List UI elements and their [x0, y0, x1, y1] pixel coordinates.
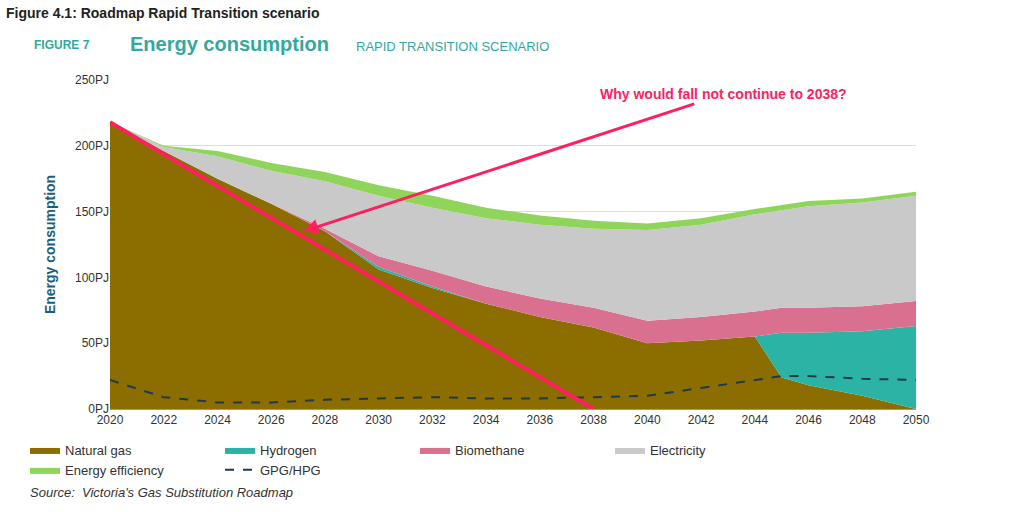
svg-text:Figure 4.1: Roadmap Rapid Tran: Figure 4.1: Roadmap Rapid Transition sce… — [6, 5, 320, 21]
svg-text:200PJ: 200PJ — [75, 139, 109, 153]
svg-text:2024: 2024 — [204, 413, 231, 427]
svg-text:0PJ: 0PJ — [88, 402, 109, 416]
svg-text:2026: 2026 — [258, 413, 285, 427]
svg-text:150PJ: 150PJ — [75, 205, 109, 219]
svg-text:2038: 2038 — [580, 413, 607, 427]
svg-text:250PJ: 250PJ — [75, 73, 109, 87]
svg-text:Biomethane: Biomethane — [455, 443, 524, 458]
svg-text:Source: Victoria's Gas Substi: Source: Victoria's Gas Substitution Road… — [30, 485, 293, 500]
svg-text:50PJ: 50PJ — [82, 336, 109, 350]
svg-text:2040: 2040 — [634, 413, 661, 427]
svg-text:2028: 2028 — [312, 413, 339, 427]
svg-text:2036: 2036 — [527, 413, 554, 427]
svg-text:GPG/HPG: GPG/HPG — [260, 463, 321, 478]
svg-text:2022: 2022 — [150, 413, 177, 427]
svg-text:RAPID TRANSITION SCENARIO: RAPID TRANSITION SCENARIO — [356, 39, 549, 54]
svg-text:2032: 2032 — [419, 413, 446, 427]
svg-text:Hydrogen: Hydrogen — [260, 443, 316, 458]
svg-text:2050: 2050 — [903, 413, 930, 427]
svg-text:Energy consumption: Energy consumption — [130, 33, 329, 55]
svg-text:2034: 2034 — [473, 413, 500, 427]
svg-text:2042: 2042 — [688, 413, 715, 427]
svg-text:Electricity: Electricity — [650, 443, 706, 458]
svg-text:2044: 2044 — [741, 413, 768, 427]
svg-text:2048: 2048 — [849, 413, 876, 427]
svg-text:2046: 2046 — [795, 413, 822, 427]
svg-text:Energy efficiency: Energy efficiency — [65, 463, 164, 478]
svg-text:2020: 2020 — [97, 413, 124, 427]
svg-text:2030: 2030 — [365, 413, 392, 427]
svg-text:Natural gas: Natural gas — [65, 443, 132, 458]
svg-text:100PJ: 100PJ — [75, 271, 109, 285]
svg-text:Energy consumption: Energy consumption — [42, 175, 58, 314]
svg-text:FIGURE 7: FIGURE 7 — [34, 38, 90, 52]
svg-text:Why would fall not continue to: Why would fall not continue to 2038? — [600, 86, 847, 102]
